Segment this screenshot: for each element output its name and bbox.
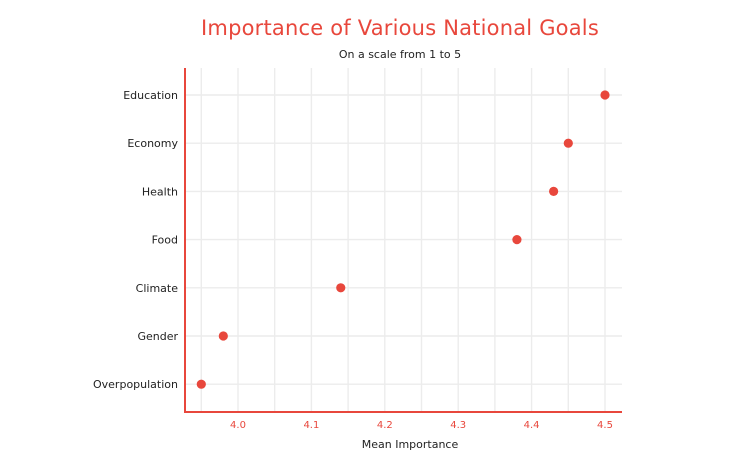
grid-lines	[185, 68, 622, 412]
x-tick-label: 4.0	[230, 420, 246, 431]
y-category-label: Food	[152, 234, 178, 247]
x-tick-label: 4.5	[597, 420, 613, 431]
axes	[184, 68, 622, 413]
y-category-label: Health	[142, 185, 178, 198]
data-point-overpopulation	[196, 379, 206, 389]
y-category-label: Gender	[137, 330, 178, 343]
x-tick-label: 4.2	[377, 420, 393, 431]
x-tick-label: 4.1	[303, 420, 319, 431]
x-tick-labels: 4.0 4.1 4.2 4.3 4.4 4.5	[230, 420, 613, 431]
y-category-label: Overpopulation	[93, 378, 178, 391]
y-category-label: Economy	[127, 137, 178, 150]
data-point-climate	[336, 283, 346, 293]
y-category-label: Climate	[136, 282, 179, 295]
x-tick-label: 4.4	[524, 420, 540, 431]
data-point-gender	[218, 331, 228, 341]
y-category-label: Education	[123, 89, 178, 102]
data-points	[196, 90, 610, 389]
chart-title: Importance of Various National Goals	[201, 16, 599, 40]
x-tick-label: 4.3	[450, 420, 466, 431]
data-point-food	[512, 235, 522, 245]
x-axis-label: Mean Importance	[362, 438, 459, 451]
data-point-economy	[563, 138, 573, 148]
y-category-labels: Education Economy Health Food Climate Gender O…	[93, 89, 178, 391]
data-point-education	[600, 90, 610, 100]
chart-subtitle: On a scale from 1 to 5	[338, 48, 462, 61]
data-point-health	[549, 186, 559, 196]
